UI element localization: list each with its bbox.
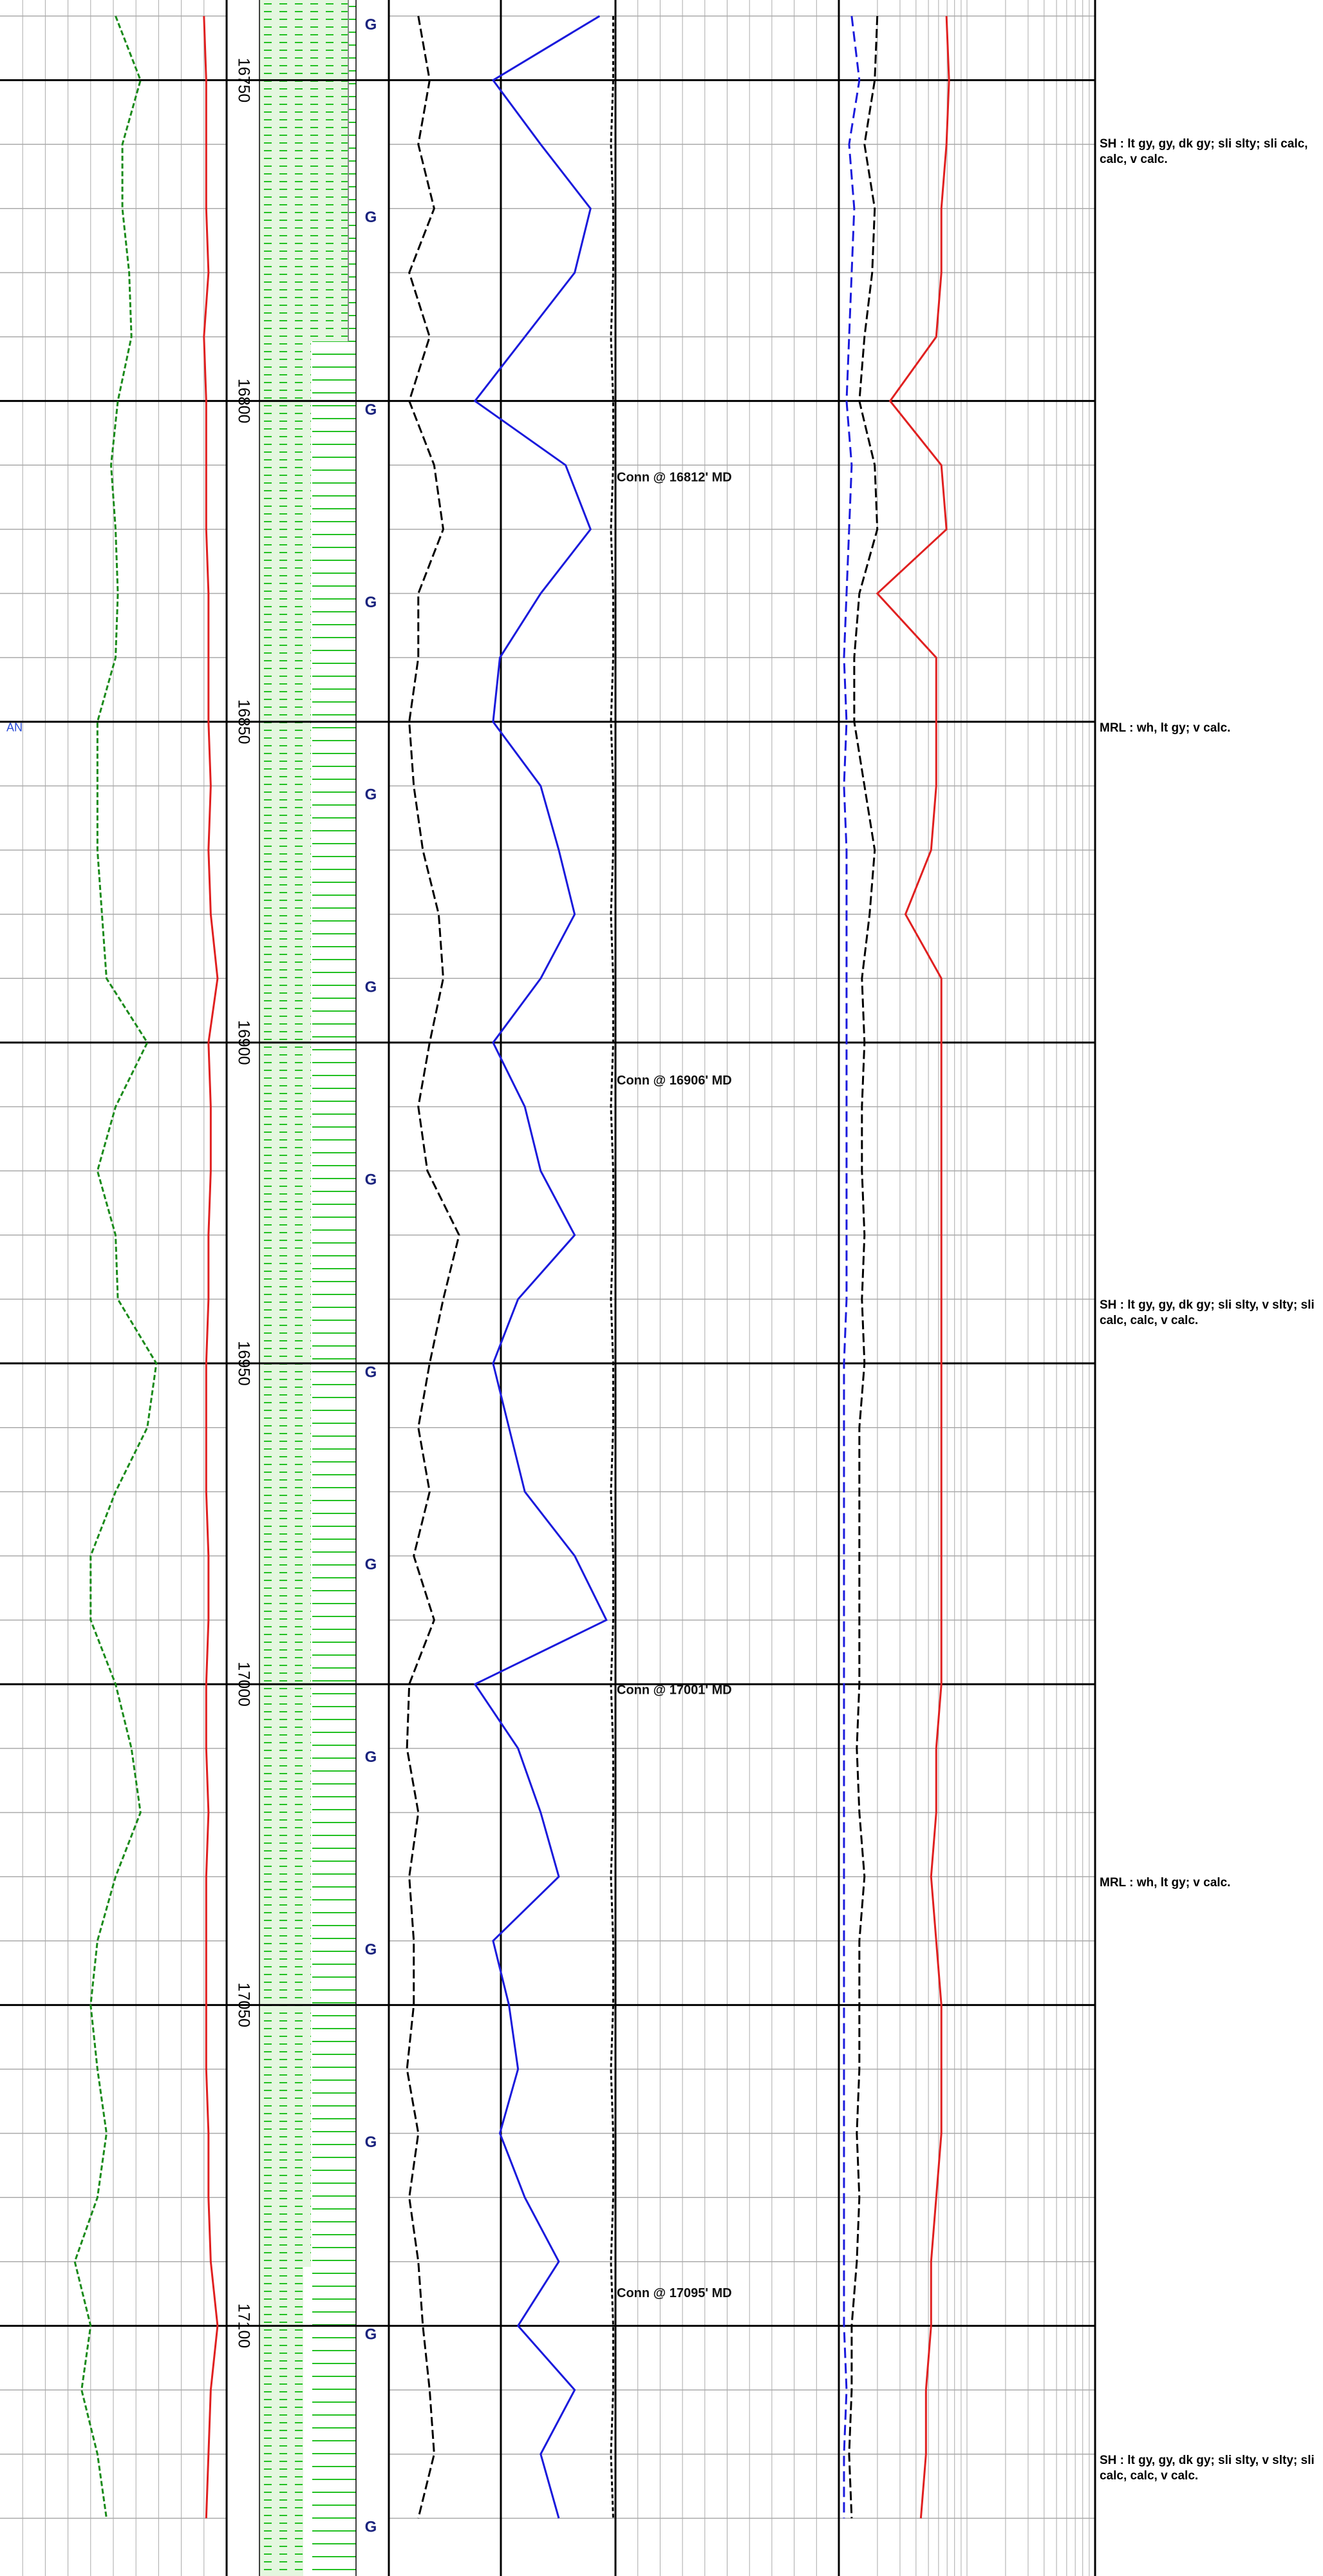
log-curve — [203, 15, 219, 2519]
gas-marker: G — [365, 1748, 377, 1766]
gas-marker: G — [365, 16, 377, 33]
gas-marker: G — [365, 594, 377, 611]
gas-marker: G — [365, 2519, 377, 2536]
connection-note: Conn @ 16906' MD — [617, 1074, 732, 1088]
log-curve — [848, 15, 879, 2519]
gas-marker: G — [365, 786, 377, 804]
log-curve — [473, 15, 608, 2519]
gas-marker: G — [365, 2326, 377, 2344]
gas-marker: G — [365, 979, 377, 996]
shale-column — [259, 341, 311, 2267]
gas-marker: G — [365, 1941, 377, 1958]
log-curve — [876, 15, 950, 2519]
gas-marker: G — [365, 209, 377, 226]
side-mark: AN — [6, 721, 23, 734]
depth-label: 16750 — [234, 58, 252, 103]
depth-label: 17100 — [234, 2304, 252, 2349]
depth-label: 17000 — [234, 1662, 252, 1707]
connection-note: Conn @ 17001' MD — [617, 1683, 732, 1697]
depth-label: 16850 — [234, 699, 252, 744]
depth-label: 17050 — [234, 1983, 252, 2028]
log-curve — [610, 15, 614, 2519]
log-curve — [843, 15, 861, 2519]
log-curve — [73, 15, 158, 2519]
lithology-note: SH : lt gy, gy, dk gy; sli slty, v slty;… — [1100, 2453, 1315, 2483]
connection-note: Conn @ 17095' MD — [617, 2286, 732, 2300]
shale-column — [259, 2267, 303, 2576]
lithology-note: MRL : wh, lt gy; v calc. — [1100, 1876, 1231, 1890]
depth-label: 16900 — [234, 1020, 252, 1065]
gas-marker: G — [365, 2134, 377, 2151]
connection-note: Conn @ 16812' MD — [617, 470, 732, 484]
gas-marker: G — [365, 401, 377, 419]
gas-marker: G — [365, 1363, 377, 1381]
depth-label: 16950 — [234, 1341, 252, 1386]
depth-label: 16800 — [234, 379, 252, 424]
gas-marker: G — [365, 1556, 377, 1573]
lithology-note: SH : lt gy, gy, dk gy; sli slty; sli cal… — [1100, 137, 1308, 167]
shale-column — [259, 0, 348, 341]
lithology-note: MRL : wh, lt gy; v calc. — [1100, 721, 1231, 735]
gas-marker: G — [365, 1171, 377, 1188]
limestone-column — [312, 0, 356, 2576]
log-curve — [406, 15, 460, 2519]
lithology-note: SH : lt gy, gy, dk gy; sli slty, v slty;… — [1100, 1298, 1315, 1328]
